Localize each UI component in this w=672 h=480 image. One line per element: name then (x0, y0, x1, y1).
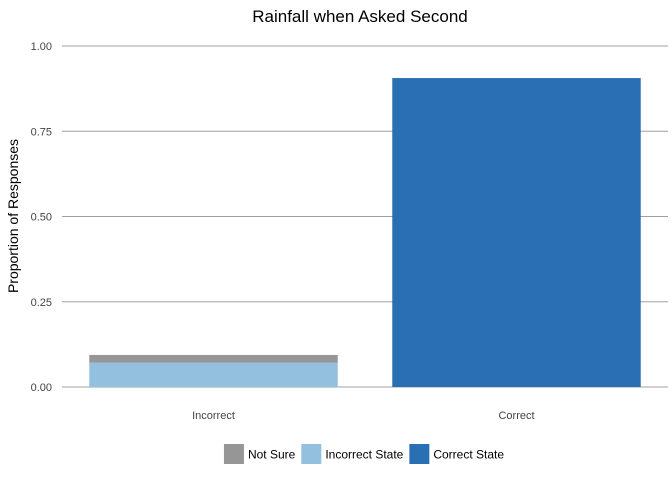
legend: Not Sure Incorrect State Correct State (223, 444, 504, 464)
legend-label: Incorrect State (325, 448, 403, 462)
y-axis-label: Proportion of Responses (5, 139, 21, 293)
bar-segment (392, 78, 641, 387)
legend-swatch (409, 444, 430, 464)
y-tick-label: 1.00 (31, 41, 52, 53)
y-tick-labels: 0.00 0.25 0.50 0.75 1.00 (31, 41, 52, 394)
bars (89, 78, 641, 387)
x-tick-label: Incorrect (192, 410, 235, 422)
y-tick-label: 0.00 (31, 382, 52, 394)
x-tick-labels: Incorrect Correct (192, 410, 534, 422)
legend-label: Correct State (433, 448, 504, 462)
bar-segment (89, 362, 338, 387)
y-tick-label: 0.25 (31, 297, 52, 309)
legend-swatch (301, 444, 322, 464)
legend-label: Not Sure (248, 448, 296, 462)
x-tick-label: Correct (498, 410, 534, 422)
legend-swatch (223, 444, 244, 464)
chart-title: Rainfall when Asked Second (252, 7, 467, 26)
y-tick-label: 0.50 (31, 212, 52, 224)
y-tick-label: 0.75 (31, 126, 52, 138)
bar-segment (89, 354, 338, 363)
